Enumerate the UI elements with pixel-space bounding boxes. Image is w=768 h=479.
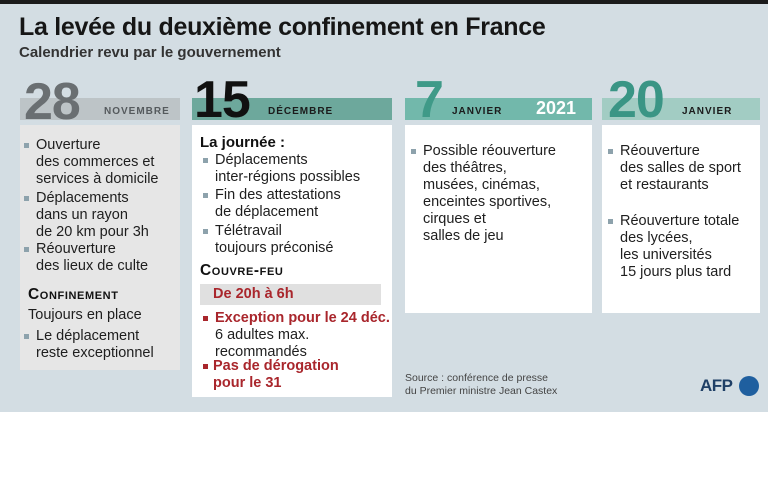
col2-day-number: 15 <box>194 71 251 129</box>
col2-item-1: Déplacements inter-régions possibles <box>215 152 361 185</box>
col1-item-1: Ouverture des commerces et services à do… <box>36 137 159 187</box>
col1-day-number: 28 <box>24 73 81 131</box>
col3-month: JANVIER <box>452 106 503 117</box>
bullet-icon <box>608 219 613 224</box>
bullet-icon <box>24 334 29 339</box>
col2-month: DÉCEMBRE <box>268 106 334 117</box>
col2-item-2: Fin des attestations de déplacement <box>215 187 341 220</box>
col4-day-number: 20 <box>608 71 665 129</box>
col1-item-2: Déplacements dans un rayon de 20 km pour… <box>36 190 149 240</box>
col3-card <box>405 125 592 313</box>
bullet-icon <box>411 149 416 154</box>
bullet-icon <box>24 143 29 148</box>
col3-day-number: 7 <box>415 71 444 129</box>
page-title: La levée du deuxième confinement en Fran… <box>19 13 546 41</box>
col3-year: 2021 <box>536 98 577 118</box>
exception-title: Exception pour le 24 déc. <box>215 310 390 326</box>
col1-section-note: Toujours en place <box>28 307 142 323</box>
col4-month: JANVIER <box>682 106 733 117</box>
exception-details: 6 adultes max. recommandés <box>215 327 310 360</box>
col4-card <box>602 125 760 313</box>
col1-item-3: Réouverture des lieux de culte <box>36 241 149 274</box>
curfew-hours: De 20h à 6h <box>213 286 294 302</box>
afp-logo-icon <box>739 376 759 396</box>
source-note: Source : conférence de presse du Premier… <box>405 372 558 397</box>
col1-month: NOVEMBRE <box>104 106 170 117</box>
bullet-icon <box>24 247 29 252</box>
col2-item-3: Télétravail toujours préconisé <box>215 223 334 256</box>
col3-header-band <box>405 98 592 120</box>
afp-logo-text: AFP <box>700 376 733 395</box>
col4-item-2: Réouverture totale des lycées, les unive… <box>620 213 740 280</box>
bullet-icon <box>203 316 208 321</box>
curfew-hours-bar <box>200 284 381 305</box>
bullet-icon <box>203 158 208 163</box>
col4-item-1: Réouverture des salles de sport et resta… <box>620 143 741 193</box>
col2-section-title: Couvre-feu <box>200 262 284 279</box>
page-subtitle: Calendrier revu par le gouvernement <box>19 44 281 61</box>
bullet-icon <box>608 149 613 154</box>
col3-item-1: Possible réouverture des théâtres, musée… <box>423 143 556 244</box>
derogation-note: Pas de dérogation pour le 31 <box>213 358 339 391</box>
infographic: La levée du deuxième confinement en Fran… <box>0 0 768 412</box>
col4-header-band <box>602 98 760 120</box>
bullet-icon <box>24 196 29 201</box>
col1-card <box>20 125 180 370</box>
bullet-icon <box>203 364 208 369</box>
col2-heading: La journée : <box>200 134 286 151</box>
col1-header-band <box>20 98 180 120</box>
bullet-icon <box>203 193 208 198</box>
col2-card <box>192 125 392 397</box>
col1-section-title: Confinement <box>28 286 119 303</box>
col2-header-band <box>192 98 392 120</box>
col1-section-item: Le déplacement reste exceptionnel <box>36 328 154 361</box>
bullet-icon <box>203 229 208 234</box>
